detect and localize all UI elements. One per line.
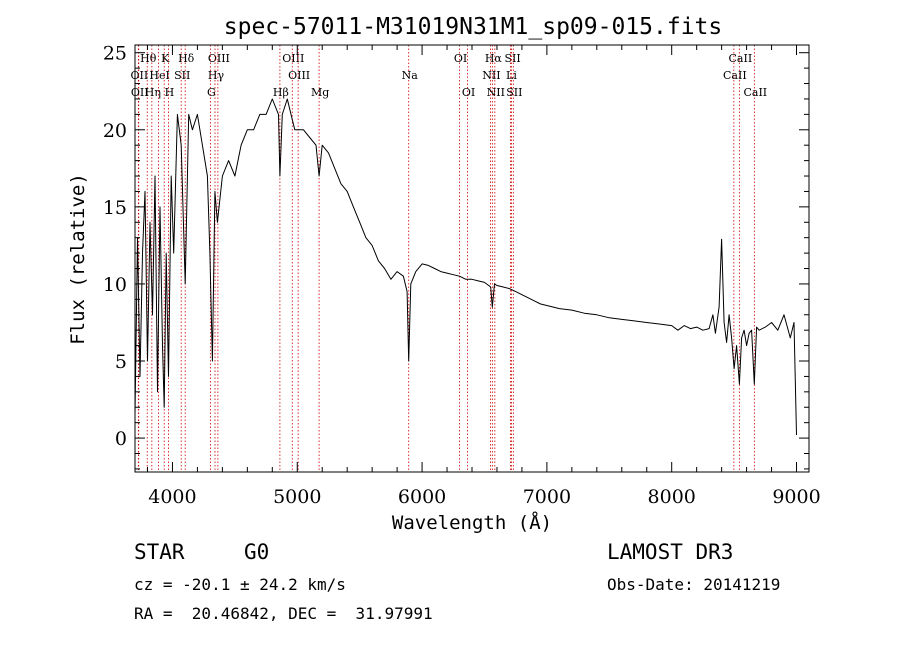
y-tick-label-20: 20	[103, 120, 127, 142]
marker-label-19: Hα	[485, 52, 503, 65]
y-axis-label: Flux (relative)	[67, 173, 89, 345]
x-tick-label-9000: 9000	[772, 486, 820, 508]
marker-label-20: NII	[482, 69, 500, 82]
object-class: STAR	[134, 540, 185, 564]
marker-label-16: Na	[402, 69, 419, 82]
marker-label-27: CaII	[743, 86, 767, 99]
series-line-flux	[134, 98, 797, 436]
y-axis-ticks: 0 5 10 15 20 25	[103, 43, 809, 470]
marker-label-26: CaII	[723, 69, 747, 82]
marker-label-15: Mg	[311, 86, 329, 99]
marker-label-17: OI	[454, 52, 467, 65]
marker-label-14: OIII	[288, 69, 310, 82]
marker-label-21: NII	[487, 86, 505, 99]
marker-label-9: OIII	[208, 52, 230, 65]
y-tick-label-0: 0	[115, 428, 127, 450]
marker-label-23: Li	[506, 69, 517, 82]
marker-label-22: SII	[504, 52, 520, 65]
x-tick-label-6000: 6000	[398, 486, 446, 508]
x-axis-label: Wavelength (Å)	[392, 511, 552, 534]
chart-title: spec-57011-M31019N31M1_sp09-015.fits	[224, 14, 723, 40]
observation-date: Obs-Date: 20141219	[607, 575, 781, 594]
marker-label-5: K	[161, 52, 170, 65]
marker-label-24: SII	[506, 86, 522, 99]
x-tick-label-8000: 8000	[648, 486, 696, 508]
y-tick-label-25: 25	[103, 43, 127, 65]
x-tick-label-7000: 7000	[523, 486, 571, 508]
marker-label-13: OIII	[282, 52, 304, 65]
x-axis-ticks: 4000 5000 6000 7000 8000 9000	[146, 45, 821, 508]
survey-name: LAMOST DR3	[607, 540, 734, 564]
marker-label-3: Hη	[145, 86, 161, 99]
marker-label-12: Hβ	[273, 86, 289, 99]
marker-label-7: H	[165, 86, 175, 99]
marker-label-8: Hδ	[178, 52, 195, 65]
marker-label-4: HeI	[149, 69, 169, 82]
y-tick-label-5: 5	[115, 351, 127, 373]
marker-label-0: Hθ	[140, 52, 157, 65]
sky-coordinates: RA = 20.46842, DEC = 31.97991	[134, 604, 433, 623]
y-tick-label-10: 10	[103, 274, 127, 296]
x-tick-label-4000: 4000	[148, 486, 196, 508]
spectrum-series	[134, 98, 797, 436]
plot-frame	[134, 44, 810, 473]
object-subclass: G0	[244, 540, 270, 564]
marker-label-11: G	[207, 86, 216, 99]
y-tick-label-15: 15	[103, 197, 127, 219]
marker-label-1: OII	[131, 69, 149, 82]
marker-label-18: OI	[462, 86, 475, 99]
x-tick-label-5000: 5000	[273, 486, 321, 508]
marker-label-10: Hγ	[208, 69, 225, 82]
marker-label-25: CaII	[729, 52, 753, 65]
redshift-velocity: cz = -20.1 ± 24.2 km/s	[134, 575, 346, 594]
marker-label-6: SII	[174, 69, 190, 82]
